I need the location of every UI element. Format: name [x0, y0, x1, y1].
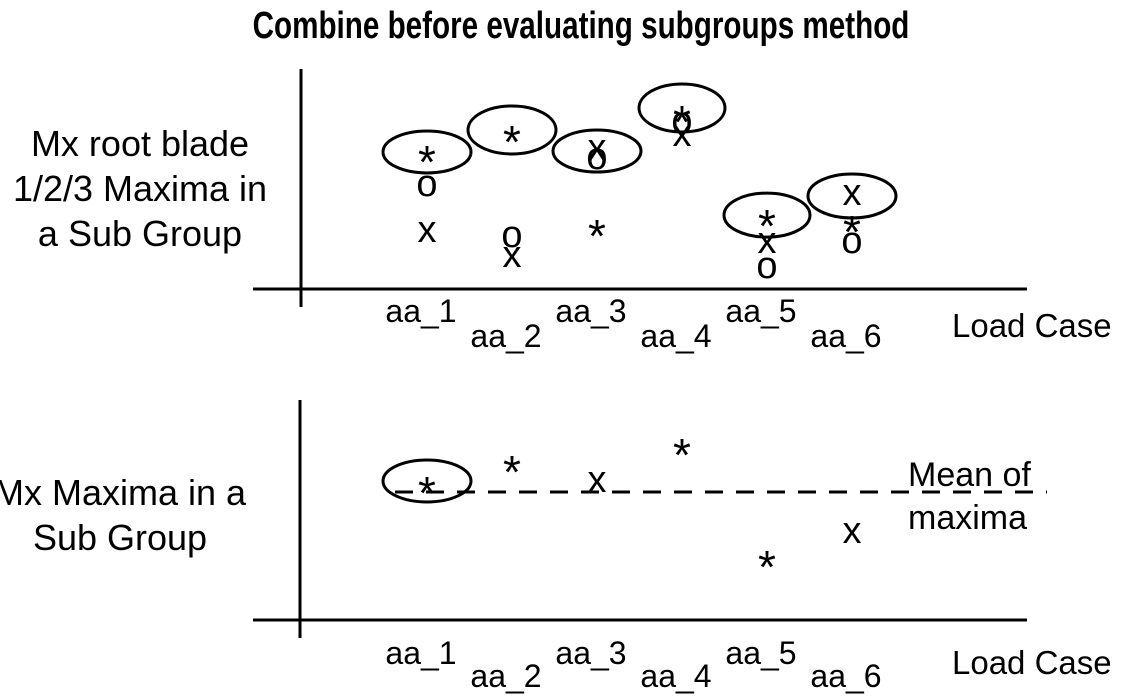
marker-o: o: [671, 100, 692, 142]
top-plot: Mx root blade 1/2/3 Maxima in a Sub Grou…: [13, 69, 1112, 354]
marker-star: *: [843, 206, 861, 258]
circle-annotation-aa_2: [466, 104, 558, 156]
mean-label-line1: Mean of: [908, 456, 1031, 494]
marker-star: *: [418, 467, 436, 519]
marker-star: *: [503, 446, 521, 498]
circle-annotation-aa_1: [381, 129, 473, 175]
tick-label-aa_2: aa_2: [470, 658, 541, 694]
marker-o: o: [586, 136, 607, 178]
top-ylabel-line2: 1/2/3 Maxima in: [13, 168, 267, 209]
tick-label-aa_4: aa_4: [640, 658, 711, 694]
bottom-plot: Mx Maxima in a Sub Group Mean of maxima …: [0, 400, 1112, 694]
marker-x: x: [418, 209, 437, 251]
circle-annotation-aa_4: [637, 82, 727, 134]
mean-label-line2: maxima: [908, 499, 1027, 537]
marker-x: x: [588, 127, 607, 169]
marker-o: o: [756, 245, 777, 287]
top-tick-labels: aa_1 aa_2 aa_3 aa_4 aa_5 aa_6: [385, 293, 881, 354]
tick-label-aa_3: aa_3: [555, 635, 626, 671]
circle-annotation-aa_6: [806, 172, 898, 220]
bottom-ylabel-line2: Sub Group: [33, 517, 207, 558]
marker-star: *: [503, 116, 521, 168]
tick-label-aa_6: aa_6: [810, 658, 881, 694]
bottom-markers: * * x * * x: [418, 429, 861, 593]
marker-star: *: [673, 429, 691, 481]
marker-x: x: [588, 459, 607, 501]
marker-star: *: [758, 200, 776, 252]
figure-title: Combine before evaluating subgroups meth…: [253, 5, 910, 47]
marker-x: x: [673, 113, 692, 155]
marker-x: x: [843, 172, 862, 214]
top-ylabel-line3: a Sub Group: [38, 213, 242, 254]
tick-label-aa_5: aa_5: [725, 635, 796, 671]
tick-label-aa_4: aa_4: [640, 318, 711, 354]
tick-label-aa_6: aa_6: [810, 318, 881, 354]
tick-label-aa_5: aa_5: [725, 293, 796, 329]
tick-label-aa_2: aa_2: [470, 318, 541, 354]
circle-annotation-aa_5: [722, 191, 812, 239]
marker-o: o: [841, 220, 862, 262]
marker-star: *: [418, 136, 436, 188]
marker-x: x: [503, 234, 522, 276]
marker-star: *: [758, 541, 776, 593]
top-ellipses: [381, 82, 898, 239]
bottom-tick-labels: aa_1 aa_2 aa_3 aa_4 aa_5 aa_6: [385, 635, 881, 694]
bottom-ellipses: [381, 458, 473, 504]
marker-o: o: [416, 163, 437, 205]
marker-o: o: [501, 214, 522, 256]
circle-annotation-aa_3: [551, 128, 643, 174]
tick-label-aa_3: aa_3: [555, 293, 626, 329]
marker-star: *: [588, 210, 606, 262]
top-xlabel: Load Case: [952, 307, 1112, 344]
tick-label-aa_1: aa_1: [385, 293, 456, 329]
bottom-ylabel-line1: Mx Maxima in a: [0, 472, 247, 513]
circle-annotation-aa_1: [381, 458, 473, 504]
marker-x: x: [843, 510, 862, 552]
marker-star: *: [673, 96, 691, 148]
top-ylabel-line1: Mx root blade: [31, 123, 249, 164]
bottom-xlabel: Load Case: [952, 644, 1112, 681]
tick-label-aa_1: aa_1: [385, 635, 456, 671]
marker-x: x: [758, 220, 777, 262]
